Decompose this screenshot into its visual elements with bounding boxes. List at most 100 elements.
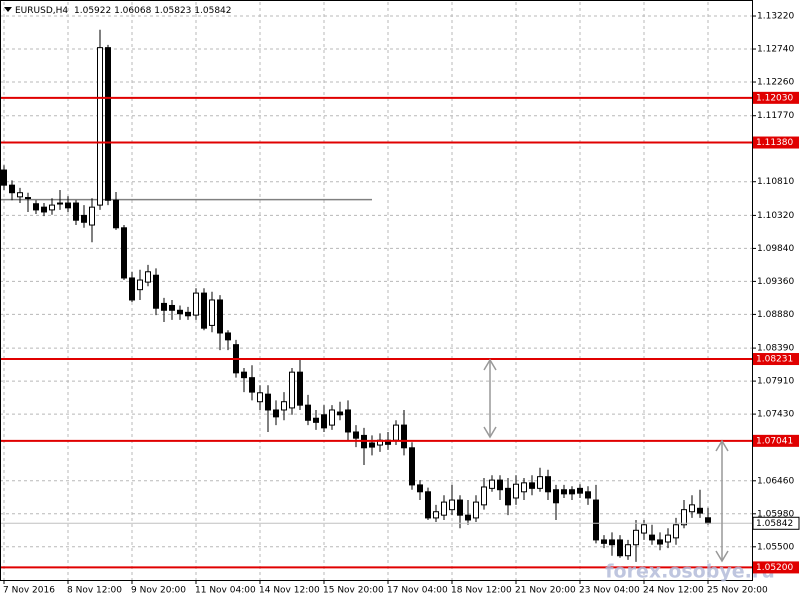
y-tick-label: 1.10320 [757, 211, 794, 221]
y-tick-label: 1.07910 [757, 377, 794, 387]
candle-body [161, 302, 167, 311]
candle-body [585, 491, 591, 499]
candle-body [505, 487, 511, 506]
candle-body [177, 309, 183, 315]
candle-body [329, 409, 335, 426]
watermark: forex.osobye.ru [605, 561, 774, 583]
candle-body [593, 499, 599, 541]
price-label-box [752, 516, 800, 530]
y-tick-label: 1.09840 [757, 244, 794, 254]
level-label-box [753, 136, 799, 149]
candle-body [201, 292, 207, 329]
candle-body [153, 274, 159, 309]
candle-body [681, 509, 687, 526]
candle-body [169, 304, 175, 311]
candle-body [433, 511, 439, 519]
candle-body [145, 271, 151, 283]
candle-body [97, 47, 103, 206]
candle-body [9, 184, 15, 194]
x-tick-label: 25 Nov 20:00 [707, 586, 768, 596]
candle-body [481, 486, 487, 506]
candle-body [257, 392, 263, 403]
candle-body [689, 504, 695, 513]
y-tick-label: 1.13220 [757, 12, 794, 22]
candle-body [33, 203, 39, 211]
y-tick-label: 1.12260 [757, 78, 794, 88]
candle-body [649, 534, 655, 541]
candle-body [313, 417, 319, 423]
candle-body [705, 517, 711, 524]
y-tick-label: 1.08880 [757, 310, 794, 320]
candle-body [209, 299, 215, 326]
candle-body [417, 484, 423, 493]
arrow-head [715, 439, 729, 452]
candle-body [697, 507, 703, 514]
candle-body [65, 202, 71, 209]
level-label-box [753, 434, 799, 447]
candle-body [81, 214, 87, 223]
y-tick-label: 1.05500 [757, 542, 794, 552]
x-tick-label: 9 Nov 20:00 [131, 586, 186, 596]
ohlc-close: 1.05842 [194, 6, 231, 16]
candle-body [601, 539, 607, 544]
candle-body [273, 409, 279, 418]
candle-body [105, 47, 111, 201]
candle-body [345, 409, 351, 433]
x-tick-label: 7 Nov 2016 [3, 586, 55, 596]
candle-body [617, 539, 623, 557]
candle-body [409, 447, 415, 486]
level-label: 1.07041 [756, 436, 793, 446]
candle-body [465, 514, 471, 521]
candle-body [249, 377, 255, 393]
candle-body [137, 279, 143, 291]
arrow-head [483, 426, 497, 439]
candle-body [57, 202, 63, 205]
level-label: 1.05200 [756, 563, 793, 573]
candle-body [665, 534, 671, 543]
candle-body [265, 393, 271, 411]
level-label: 1.12030 [756, 93, 793, 103]
level-label-box [753, 91, 799, 104]
candle-body [241, 371, 247, 379]
candle-body [673, 524, 679, 539]
candle-body [657, 539, 663, 545]
y-tick-label: 1.08390 [757, 344, 794, 354]
arrow-head [483, 358, 497, 371]
candle-body [305, 404, 311, 421]
candle-body [297, 371, 303, 406]
candle-body [521, 482, 527, 493]
y-tick-label: 1.09360 [757, 277, 794, 287]
x-tick-label: 14 Nov 12:00 [259, 586, 320, 596]
level-label-box [753, 561, 799, 574]
level-label: 1.11380 [756, 138, 793, 148]
candle-body [73, 202, 79, 221]
candle-body [217, 299, 223, 334]
candle-body [425, 491, 431, 519]
candle-body [17, 192, 23, 198]
candle-body [489, 479, 495, 489]
candle-body [25, 197, 31, 200]
x-tick-label: 11 Nov 04:00 [195, 586, 256, 596]
candle-body [641, 524, 647, 534]
x-tick-label: 23 Nov 04:00 [579, 586, 640, 596]
plot-frame [0, 0, 753, 581]
level-label: 1.08231 [756, 355, 793, 365]
ohlc-open: 1.05922 [74, 6, 111, 16]
candle-body [537, 476, 543, 489]
y-tick-label: 1.06460 [757, 476, 794, 486]
ohlc-high: 1.06068 [114, 6, 151, 16]
arrow-head [715, 550, 729, 563]
candle-body [393, 424, 399, 441]
candle-body [337, 411, 343, 416]
candle-body [369, 442, 375, 448]
x-tick-label: 17 Nov 04:00 [387, 586, 448, 596]
level-label-box [753, 353, 799, 366]
arrows [483, 358, 729, 563]
candle-body [113, 199, 119, 229]
symbol: EURUSD,H4 [15, 6, 68, 16]
y-tick-label: 1.11770 [757, 111, 794, 121]
y-tick-label: 1.05980 [757, 509, 794, 519]
candle-body [569, 489, 575, 495]
candle-body [281, 401, 287, 411]
candle-body [401, 424, 407, 449]
